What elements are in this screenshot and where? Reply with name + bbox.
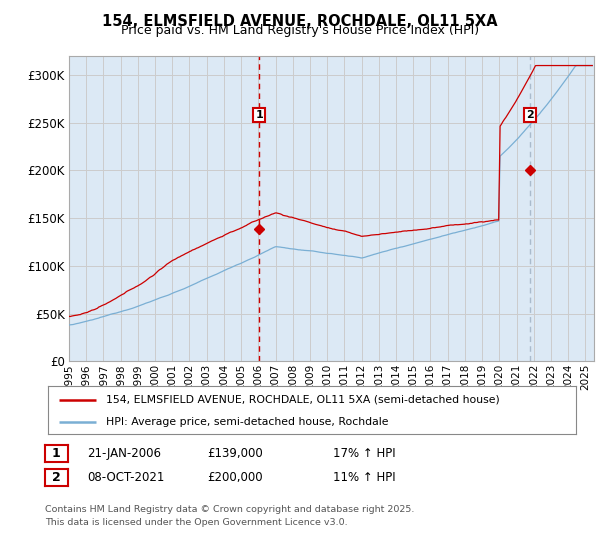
Text: 1: 1 [52,447,61,460]
Text: 17% ↑ HPI: 17% ↑ HPI [333,447,395,460]
Text: 08-OCT-2021: 08-OCT-2021 [87,470,164,484]
Text: Price paid vs. HM Land Registry's House Price Index (HPI): Price paid vs. HM Land Registry's House … [121,24,479,37]
Text: 2: 2 [526,110,533,120]
Text: 154, ELMSFIELD AVENUE, ROCHDALE, OL11 5XA (semi-detached house): 154, ELMSFIELD AVENUE, ROCHDALE, OL11 5X… [106,395,500,405]
Text: Contains HM Land Registry data © Crown copyright and database right 2025.
This d: Contains HM Land Registry data © Crown c… [45,505,415,526]
Text: 154, ELMSFIELD AVENUE, ROCHDALE, OL11 5XA: 154, ELMSFIELD AVENUE, ROCHDALE, OL11 5X… [102,14,498,29]
Text: £200,000: £200,000 [207,470,263,484]
Text: 11% ↑ HPI: 11% ↑ HPI [333,470,395,484]
Text: 2: 2 [52,470,61,484]
Text: 1: 1 [256,110,263,120]
Text: HPI: Average price, semi-detached house, Rochdale: HPI: Average price, semi-detached house,… [106,417,389,427]
Text: £139,000: £139,000 [207,447,263,460]
Text: 21-JAN-2006: 21-JAN-2006 [87,447,161,460]
